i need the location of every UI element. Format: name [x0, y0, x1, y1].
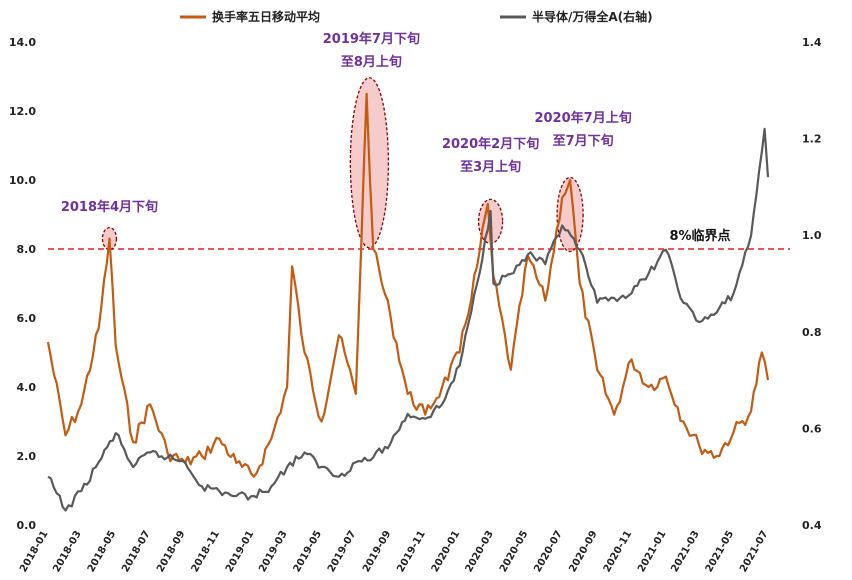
x-tick-label: 2021-05: [704, 529, 736, 574]
x-tick-label: 2019-05: [292, 529, 324, 574]
x-tick-label: 2019-03: [257, 529, 289, 574]
y-right-tick-label: 0.4: [802, 519, 822, 532]
y-left-tick-label: 12.0: [9, 105, 36, 118]
x-tick-label: 2020-01: [430, 529, 462, 574]
semiconductor-ratio-line: [47, 127, 770, 512]
x-tick-label: 2020-05: [498, 529, 530, 574]
annotation-label: 至7月下旬: [553, 133, 614, 149]
x-tick-label: 2018-07: [120, 529, 152, 574]
x-tick-label: 2021-01: [636, 529, 668, 574]
x-tick-label: 2018-09: [155, 529, 187, 574]
y-left-tick-label: 4.0: [17, 381, 37, 394]
legend: 换手率五日移动平均 半导体/万得全A(右轴): [180, 9, 653, 24]
x-tick-label: 2019-07: [326, 529, 358, 574]
x-tick-label: 2018-11: [190, 529, 222, 574]
x-tick-label: 2019-01: [224, 529, 256, 574]
annotation-label: 2020年2月下旬: [442, 136, 539, 152]
turnover-rate-line: [46, 92, 770, 478]
y-left-tick-label: 10.0: [9, 174, 36, 187]
x-tick-label: 2020-07: [532, 529, 564, 574]
annotation-label: 2019年7月下旬: [323, 31, 420, 47]
y-axis-right: 0.4 0.6 0.8 1.0 1.2 1.4: [802, 36, 822, 532]
annotation-label: 2018年4月下旬: [61, 199, 158, 215]
legend-label: 换手率五日移动平均: [212, 9, 320, 24]
x-tick-label: 2020-11: [602, 529, 634, 574]
y-left-tick-label: 6.0: [17, 312, 37, 325]
x-tick-label: 2019-11: [395, 529, 427, 574]
x-axis: 2018-01 2018-03 2018-05 2018-07 2018-09 2018-…: [18, 529, 770, 574]
y-left-tick-label: 8.0: [17, 243, 37, 256]
x-tick-label: 2018-03: [51, 529, 83, 574]
y-axis-left: 0.0 2.0 4.0 6.0 8.0 10.0 12.0 14.0: [9, 36, 36, 532]
x-tick-label: 2019-09: [361, 529, 393, 574]
x-tick-label: 2020-09: [567, 529, 599, 574]
threshold-label: 8%临界点: [669, 228, 730, 244]
y-right-tick-label: 1.2: [802, 133, 822, 146]
y-left-tick-label: 0.0: [17, 519, 37, 532]
legend-label: 半导体/万得全A(右轴): [532, 9, 653, 24]
x-tick-label: 2021-03: [669, 529, 701, 574]
y-right-tick-label: 0.6: [802, 422, 822, 435]
x-tick-label: 2021-07: [738, 529, 770, 574]
y-right-tick-label: 1.0: [802, 229, 822, 242]
threshold-layer: 8%临界点: [48, 228, 790, 250]
x-tick-label: 2018-01: [18, 529, 50, 574]
x-tick-label: 2020-03: [464, 529, 496, 574]
y-left-tick-label: 14.0: [9, 36, 36, 49]
x-tick-label: 2018-05: [86, 529, 118, 574]
annotation-label: 至3月上旬: [460, 159, 521, 175]
y-left-tick-label: 2.0: [17, 450, 37, 463]
y-right-tick-label: 0.8: [802, 326, 822, 339]
annotation-label: 至8月上旬: [341, 54, 402, 70]
y-right-tick-label: 1.4: [802, 36, 822, 49]
series-lines: [46, 92, 770, 512]
annotation-label: 2020年7月上旬: [534, 110, 631, 126]
